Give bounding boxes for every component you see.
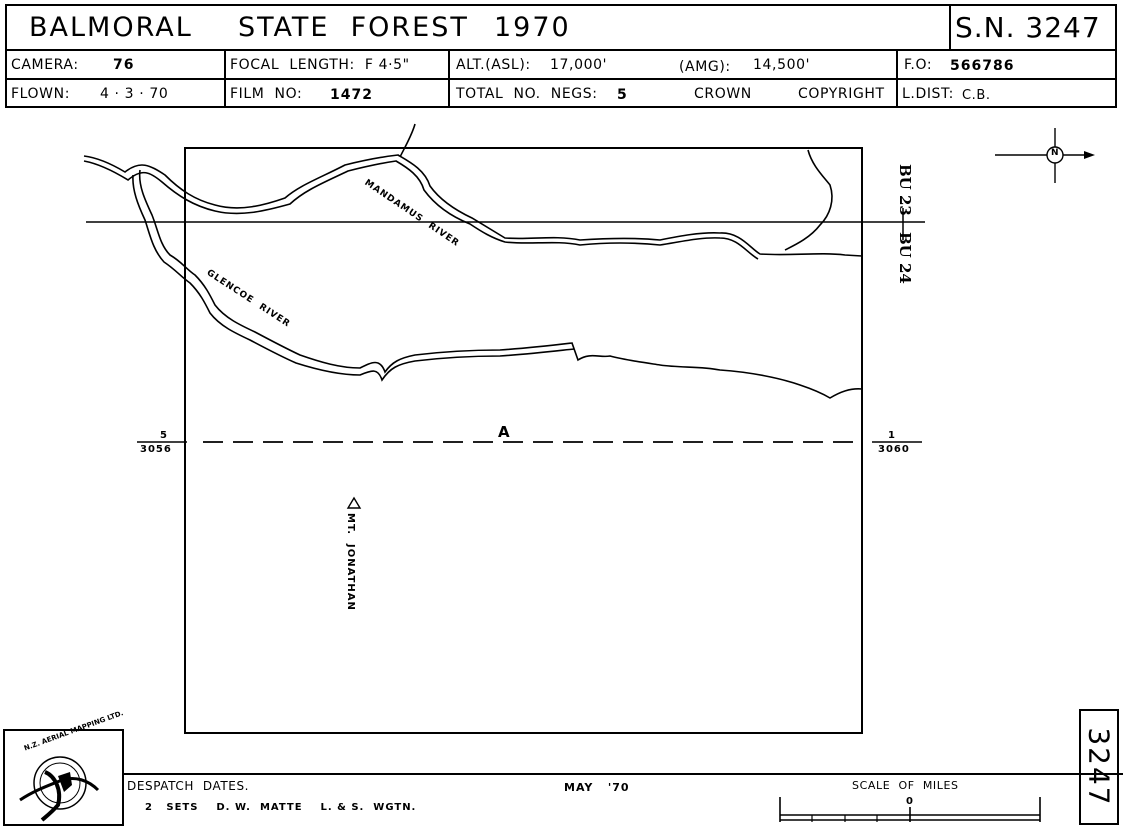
title-place: BALMORAL [29, 12, 193, 43]
photo-frame [184, 147, 863, 734]
north-arrow [995, 128, 1095, 183]
amg-label: (AMG): [679, 59, 731, 75]
amg-value: 14,500' [753, 57, 811, 73]
negs-label: TOTAL NO. NEGS: [456, 86, 598, 102]
sortie-number-box: 3247 [1079, 709, 1119, 825]
camera-value: 76 [113, 57, 135, 73]
alt-label: ALT.(ASL): [456, 57, 531, 73]
title-year: 1970 [494, 12, 571, 43]
flown-label: FLOWN: [11, 86, 71, 102]
title-cell: BALMORAL STATE FOREST 1970 [7, 6, 951, 49]
alt-value: 17,000' [550, 57, 608, 73]
right-frame-number: 3060 [878, 444, 910, 455]
negs-cell: TOTAL NO. NEGS: 5 CROWN COPYRIGHT [450, 78, 898, 106]
north-label: N [1051, 148, 1059, 158]
mandamus-river [83, 123, 863, 260]
despatch-date: MAY '70 [564, 781, 630, 794]
despatch-label: DESPATCH DATES. [127, 779, 250, 793]
copyright-text: COPYRIGHT [798, 86, 885, 102]
sortie-number-vertical: 3247 [1082, 727, 1116, 807]
focal-cell: FOCAL LENGTH: F 4·5" [226, 49, 450, 78]
camera-label: CAMERA: [11, 57, 79, 73]
fo-value: 566786 [950, 58, 1015, 74]
scale-bar [779, 797, 1041, 822]
fo-cell: F.O: 566786 [898, 49, 1115, 78]
ldist-cell: L.DIST: C.B. [898, 78, 1115, 106]
flown-cell: FLOWN: 4 · 3 · 70 [7, 78, 226, 106]
negs-value: 5 [617, 87, 628, 103]
right-negative-number: 1 [888, 430, 896, 441]
header-table: BALMORAL STATE FOREST 1970 S.N. 3247 CAM… [5, 4, 1117, 108]
scale-label: SCALE OF MILES [852, 779, 959, 792]
focal-label: FOCAL LENGTH: F 4·5" [230, 57, 410, 73]
run-label: A [498, 423, 510, 441]
ldist-label: L.DIST: [902, 86, 954, 102]
peak-label: MT. JONATHAN [345, 513, 356, 611]
crown-text: CROWN [694, 86, 752, 102]
film-cell: FILM NO: 1472 [226, 78, 450, 106]
sn-number: S.N. 3247 [955, 11, 1101, 44]
left-frame-number: 3056 [140, 444, 172, 455]
camera-cell: CAMERA: 76 [7, 49, 226, 78]
fo-label: F.O: [904, 57, 933, 73]
despatch-line: 2 SETS D. W. MATTE L. & S. WGTN. [145, 802, 417, 813]
flown-value: 4 · 3 · 70 [100, 86, 169, 102]
left-negative-number: 5 [160, 430, 168, 441]
scale-zero: 0 [906, 796, 914, 807]
sn-cell: S.N. 3247 [951, 6, 1115, 49]
company-logo: N.Z. AERIAL MAPPING LTD. [3, 709, 124, 826]
ldist-value: C.B. [962, 88, 991, 103]
film-value: 1472 [330, 87, 373, 103]
glencoe-river [132, 169, 863, 399]
alt-cell: ALT.(ASL): 17,000' (AMG): 14,500' [450, 49, 898, 78]
title-rest: STATE FOREST [238, 12, 469, 43]
sheet-label-top: BU 23 [896, 164, 914, 216]
footer-bar: DESPATCH DATES. 2 SETS D. W. MATTE L. & … [123, 773, 1123, 830]
sheet-label-bottom: BU 24 [896, 232, 914, 284]
film-label: FILM NO: [230, 86, 303, 102]
peak-triangle [346, 496, 362, 509]
logo-emblem [19, 756, 100, 822]
